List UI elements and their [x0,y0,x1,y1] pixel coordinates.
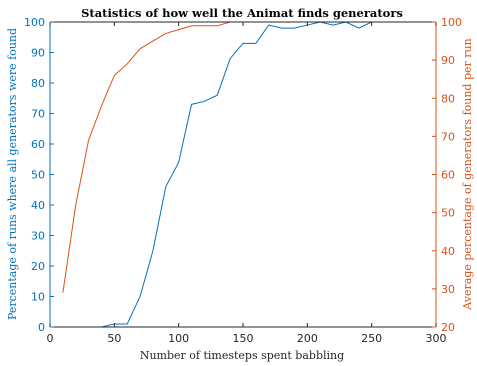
left-y-tick-label: 10 [31,291,45,304]
left-y-tick-label: 80 [31,77,45,90]
x-tick-label: 200 [297,332,318,345]
right-y-tick-label: 90 [441,54,455,67]
right-y-tick-label: 100 [441,16,462,29]
left-y-tick-label: 40 [31,199,45,212]
left-y-tick-label: 20 [31,260,45,273]
left-y-tick-label: 30 [31,230,45,243]
x-tick-label: 100 [168,332,189,345]
right-y-tick-label: 70 [441,130,455,143]
chart-title: Statistics of how well the Animat finds … [81,6,403,20]
series-line-1 [62,21,436,328]
left-y-tick-label: 0 [38,321,45,334]
right-y-tick-label: 20 [441,321,455,334]
right-y-tick-label: 80 [441,92,455,105]
x-axis-label: Number of timesteps spent babbling [140,349,344,362]
x-tick-label: 0 [47,332,54,345]
right-y-tick-label: 40 [441,245,455,258]
plot-area: 0 50 100 150 200 250 300 0 10 20 30 40 50 60 70 80 90 100… [24,16,462,345]
x-tick-label: 150 [233,332,254,345]
left-y-axis-label: Percentage of runs where all generators … [6,28,19,320]
right-y-tick-label: 50 [441,207,455,220]
right-y-axis-label: Average percentage of generators found p… [461,38,474,310]
right-y-tick-label: 60 [441,169,455,182]
left-y-tick-label: 60 [31,138,45,151]
right-y-tick-label: 30 [441,283,455,296]
left-y-tick-label: 70 [31,108,45,121]
x-tick-label: 50 [107,332,121,345]
x-tick-label: 300 [426,332,447,345]
left-y-tick-label: 50 [31,169,45,182]
x-tick-label: 250 [361,332,382,345]
series-line-2 [62,21,436,293]
left-y-tick-label: 90 [31,47,45,60]
left-y-tick-label: 100 [24,16,45,29]
